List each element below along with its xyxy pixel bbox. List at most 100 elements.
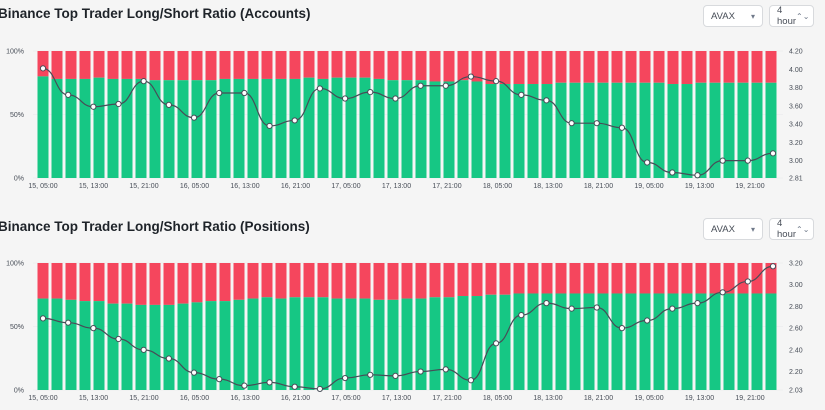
short-bar[interactable]: [625, 51, 637, 83]
short-bar[interactable]: [709, 263, 721, 294]
ratio-point[interactable]: [467, 73, 475, 80]
short-bar[interactable]: [765, 51, 777, 83]
long-bar[interactable]: [709, 82, 721, 178]
short-bar[interactable]: [415, 263, 427, 299]
short-bar[interactable]: [177, 263, 189, 304]
short-bar[interactable]: [443, 51, 455, 82]
ratio-point[interactable]: [367, 89, 374, 96]
long-bar[interactable]: [485, 84, 497, 178]
short-bar[interactable]: [373, 51, 385, 79]
short-bar[interactable]: [247, 51, 259, 79]
ratio-point[interactable]: [543, 300, 550, 307]
long-bar[interactable]: [513, 293, 525, 390]
short-bar[interactable]: [65, 263, 77, 300]
short-bar[interactable]: [373, 263, 385, 300]
long-bar[interactable]: [191, 302, 203, 390]
long-bar[interactable]: [681, 293, 693, 390]
short-bar[interactable]: [597, 263, 609, 294]
long-bar[interactable]: [583, 82, 595, 178]
short-bar[interactable]: [37, 263, 49, 299]
short-bar[interactable]: [317, 263, 329, 298]
long-bar[interactable]: [667, 84, 679, 178]
long-bar[interactable]: [79, 78, 91, 178]
long-bar[interactable]: [37, 298, 49, 390]
long-bar[interactable]: [107, 78, 119, 178]
long-bar[interactable]: [667, 293, 679, 390]
period-select[interactable]: 4 hour ⌃⌄: [769, 218, 814, 240]
short-bar[interactable]: [191, 51, 203, 81]
long-bar[interactable]: [135, 304, 147, 390]
long-bar[interactable]: [219, 301, 231, 390]
short-bar[interactable]: [541, 263, 553, 294]
long-bar[interactable]: [723, 82, 735, 178]
ratio-point[interactable]: [694, 300, 701, 307]
short-bar[interactable]: [401, 51, 413, 81]
short-bar[interactable]: [611, 263, 623, 294]
long-bar[interactable]: [177, 80, 189, 178]
short-bar[interactable]: [723, 51, 735, 83]
long-bar[interactable]: [247, 298, 259, 390]
ratio-point[interactable]: [291, 117, 298, 124]
ratio-point[interactable]: [744, 157, 751, 164]
long-bar[interactable]: [233, 78, 245, 178]
short-bar[interactable]: [681, 263, 693, 294]
symbol-select[interactable]: AVAX ▾: [703, 5, 763, 27]
long-bar[interactable]: [261, 297, 273, 390]
long-bar[interactable]: [317, 78, 329, 178]
short-bar[interactable]: [93, 263, 105, 302]
ratio-point[interactable]: [216, 89, 223, 97]
ratio-point[interactable]: [744, 278, 751, 285]
short-bar[interactable]: [387, 263, 399, 300]
short-bar[interactable]: [667, 51, 679, 85]
period-select[interactable]: 4 hour ⌃⌄: [769, 5, 814, 27]
ratio-point[interactable]: [90, 103, 97, 110]
short-bar[interactable]: [485, 51, 497, 85]
short-bar[interactable]: [569, 51, 581, 83]
ratio-point[interactable]: [316, 85, 323, 92]
long-bar[interactable]: [359, 298, 371, 390]
ratio-point[interactable]: [493, 78, 500, 85]
ratio-point[interactable]: [719, 157, 726, 164]
short-bar[interactable]: [695, 51, 707, 83]
ratio-point[interactable]: [568, 305, 575, 312]
ratio-point[interactable]: [241, 382, 248, 389]
short-bar[interactable]: [163, 263, 175, 305]
long-bar[interactable]: [751, 293, 763, 390]
long-bar[interactable]: [499, 84, 511, 178]
ratio-point[interactable]: [140, 78, 147, 85]
long-bar[interactable]: [135, 78, 147, 178]
long-bar[interactable]: [163, 304, 175, 390]
long-bar[interactable]: [345, 77, 357, 178]
short-bar[interactable]: [317, 51, 329, 79]
long-bar[interactable]: [107, 303, 119, 390]
short-bar[interactable]: [429, 263, 441, 298]
ratio-point[interactable]: [216, 376, 223, 383]
short-bar[interactable]: [345, 263, 357, 299]
long-bar[interactable]: [387, 299, 399, 390]
short-bar[interactable]: [261, 51, 273, 79]
short-bar[interactable]: [345, 51, 357, 78]
short-bar[interactable]: [289, 263, 301, 298]
short-bar[interactable]: [443, 263, 455, 298]
ratio-point[interactable]: [593, 304, 600, 311]
long-bar[interactable]: [247, 78, 259, 178]
long-bar[interactable]: [527, 293, 539, 390]
long-bar[interactable]: [233, 299, 245, 390]
ratio-point[interactable]: [568, 120, 575, 127]
short-bar[interactable]: [359, 51, 371, 78]
ratio-point[interactable]: [115, 335, 122, 343]
short-bar[interactable]: [765, 263, 777, 294]
long-bar[interactable]: [191, 80, 203, 178]
long-bar[interactable]: [541, 293, 553, 390]
long-bar[interactable]: [415, 298, 427, 390]
long-bar[interactable]: [457, 296, 469, 390]
long-bar[interactable]: [429, 297, 441, 390]
ratio-point[interactable]: [165, 101, 172, 109]
short-bar[interactable]: [583, 51, 595, 83]
short-bar[interactable]: [653, 263, 665, 294]
short-bar[interactable]: [177, 51, 189, 81]
short-bar[interactable]: [569, 263, 581, 294]
long-bar[interactable]: [373, 78, 385, 178]
ratio-point[interactable]: [316, 385, 323, 393]
short-bar[interactable]: [485, 263, 497, 295]
